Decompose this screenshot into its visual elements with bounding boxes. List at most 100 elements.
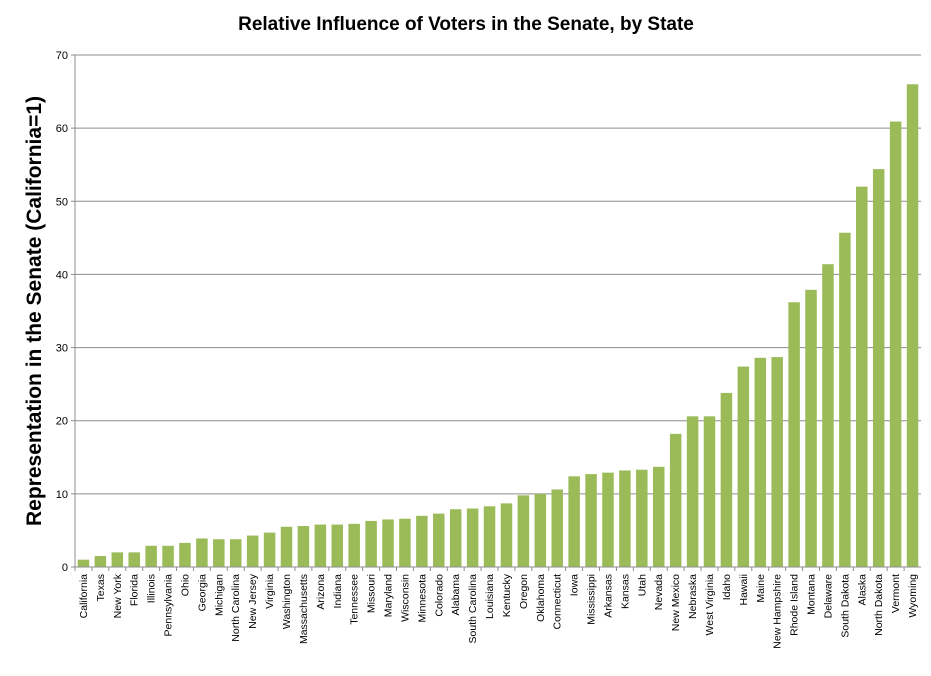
bar-connecticut [551,489,563,567]
x-tick-label: Utah [636,574,648,596]
y-tick-label: 50 [56,196,68,208]
x-tick-label: New Hampshire [772,574,784,649]
bar-new-york [111,552,124,567]
bar-new-mexico [669,433,682,567]
x-tick-label: Colorado [433,574,445,617]
bar-oklahoma [534,493,547,567]
bar-michigan [213,539,225,567]
x-tick-label: Massachusetts [298,574,310,644]
x-tick-label: North Carolina [230,574,242,642]
bar-utah [636,469,648,567]
x-tick-label: Missouri [366,574,378,613]
x-tick-label: New York [112,573,124,618]
bar-mississippi [585,474,597,567]
y-axis-label: Representation in the Senate (California… [23,96,46,526]
x-tick-label: Montana [806,574,818,615]
x-tick-label: Texas [95,574,107,601]
x-tick-label: Maryland [383,574,395,617]
bar-vermont [889,121,902,567]
x-tick-label: New Mexico [670,574,682,631]
x-tick-label: North Dakota [873,574,885,636]
bar-iowa [568,476,580,567]
x-tick-label: Ohio [179,574,191,596]
bar-louisiana [483,506,496,567]
bar-texas [94,556,107,567]
bar-alabama [449,509,462,567]
bar-pennsylvania [162,545,174,567]
x-tick-label: Oklahoma [535,574,547,622]
x-tick-label: Connecticut [552,574,564,630]
bar-idaho [720,392,733,567]
x-tick-label: Nevada [653,574,665,610]
bar-arizona [314,524,327,567]
bar-nevada [652,466,665,567]
x-tick-label: Georgia [196,574,208,612]
x-tick-label: California [78,574,90,619]
bar-georgia [196,538,208,567]
x-tick-label: Michigan [213,574,225,616]
bar-rhode-island [788,302,800,567]
bar-new-jersey [246,535,259,567]
x-tick-labels: California Texas New York Florida Illinois Pe… [78,573,919,648]
x-tick-label: Arizona [315,574,327,610]
bar-oregon [517,495,530,567]
bar-new-hampshire [771,357,783,567]
y-tick-label: 0 [62,562,68,574]
bar-maine [754,357,767,567]
y-tick-labels: 0 10 20 30 40 50 60 70 [56,50,68,574]
x-tick-label: New Jersey [247,573,259,629]
y-tick-label: 20 [56,416,68,428]
bar-north-carolina [229,539,242,567]
x-tick-label: Maine [755,574,767,603]
bar-washington [280,526,293,567]
bar-ohio [179,542,191,567]
x-tick-label: Idaho [721,574,733,600]
bar-indiana [331,524,344,567]
x-tick-label: Mississippi [586,574,598,625]
x-tick-label: Washington [281,574,293,629]
gridlines [71,54,921,568]
bar-arkansas [602,472,614,567]
x-tick-label: Vermont [890,574,902,613]
x-tick-label: Minnesota [416,574,428,623]
y-tick-label: 60 [56,123,68,135]
x-tick-label: Louisiana [484,574,496,619]
bar-minnesota [416,515,428,567]
bar-nebraska [686,416,699,567]
x-tick-label: Wyoming [907,574,919,618]
bar-kansas [619,470,631,567]
x-tick-label: Alaska [856,574,868,606]
axes [74,55,921,568]
x-tick-label: Alabama [450,574,462,616]
bar-south-dakota [839,232,851,568]
x-tick-label: Tennessee [349,574,361,625]
bar-hawaii [737,366,750,567]
bar-florida [128,552,140,567]
x-tick-label: Florida [129,574,141,606]
x-tick-label: Kansas [619,574,631,609]
y-tick-label: 30 [56,343,68,355]
x-tick-label: Kentucky [501,573,513,617]
bar-west-virginia [703,416,716,567]
bar-delaware [822,264,834,567]
x-tick-label: Illinois [146,574,158,603]
x-tick-label: Virginia [264,574,276,609]
bar-north-dakota [872,169,885,568]
bar-alaska [856,186,868,567]
chart-title: Relative Influence of Voters in the Sena… [238,14,694,35]
x-tick-label: Rhode Island [789,574,801,636]
x-tick-label: South Dakota [839,574,851,638]
x-tick-label: West Virginia [704,574,716,636]
bar-california [77,559,90,567]
x-tick-label: South Carolina [467,574,479,644]
bar-massachusetts [297,526,310,567]
y-tick-label: 40 [56,269,68,281]
bar-illinois [145,545,157,567]
bar-kentucky [500,503,513,567]
x-tick-label: Oregon [518,574,530,609]
x-tick-label: Nebraska [687,574,699,619]
x-tick-label: Wisconsin [399,574,411,622]
x-tick-label: Delaware [822,574,834,619]
bar-missouri [365,520,377,567]
